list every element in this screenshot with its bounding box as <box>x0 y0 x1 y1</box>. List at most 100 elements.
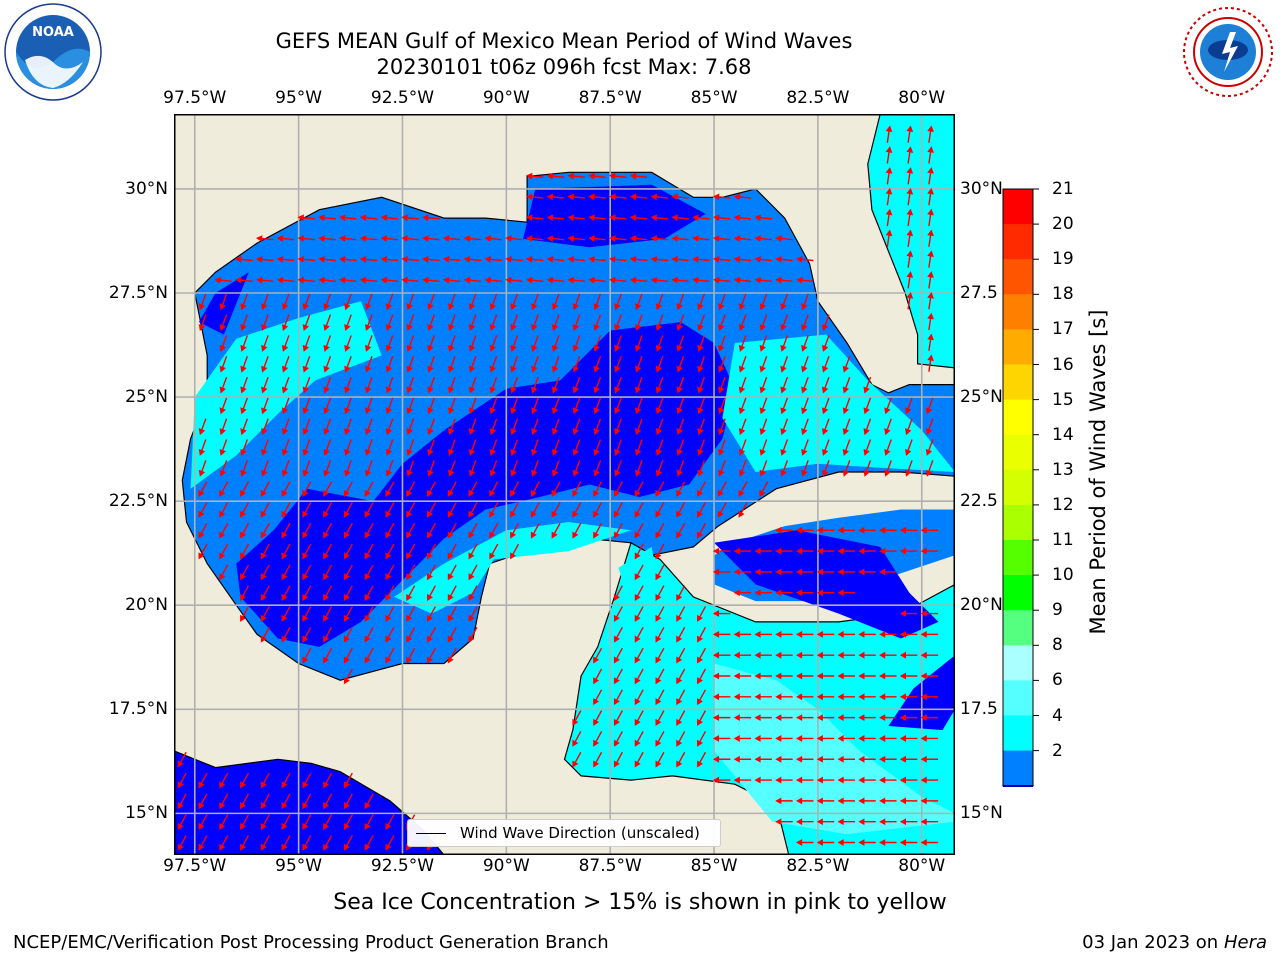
wind-vector-head <box>297 256 304 263</box>
wind-vector-head <box>754 672 761 680</box>
wind-vector-head <box>468 469 476 477</box>
wind-vector-head <box>364 489 371 497</box>
wind-wave-vectors <box>177 125 939 851</box>
wind-vector-head <box>697 469 704 477</box>
wind-vector-head <box>297 276 304 284</box>
wind-vector-head <box>692 214 699 222</box>
colorbar-swatches <box>1002 188 1039 817</box>
wind-vector-head <box>531 324 538 332</box>
wind-vector-head <box>339 235 346 242</box>
wind-vector-head <box>318 276 325 284</box>
wind-vector-head <box>733 672 740 680</box>
wind-vector-head <box>260 573 267 581</box>
wind-vector-head <box>593 739 600 747</box>
wind-vector-head <box>927 187 934 195</box>
wind-vector-head <box>754 714 761 722</box>
wind-vector-head <box>816 589 823 597</box>
wind-vector-head <box>697 428 704 436</box>
wind-vector-head <box>422 235 429 242</box>
wind-vector-head <box>302 365 309 373</box>
wind-vector-head <box>198 531 205 539</box>
wind-vector-head <box>634 344 642 352</box>
wind-vector-head <box>676 531 683 539</box>
wind-vector-head <box>261 428 268 436</box>
wind-vector-head <box>676 469 683 477</box>
wind-vector-head <box>712 714 720 722</box>
wind-vector-head <box>219 448 226 456</box>
wind-vector-head <box>385 552 392 560</box>
deep-blue-region-cuba <box>714 530 939 639</box>
wind-vector-head <box>613 635 620 643</box>
wind-vector-head <box>302 552 309 560</box>
wind-vector-head <box>754 547 761 555</box>
wind-vector-head <box>177 822 184 830</box>
wind-vector-head <box>842 448 850 456</box>
wind-vector-head <box>885 208 893 216</box>
lon-tick-bottom: 82.5°W <box>786 856 850 876</box>
wind-vector-head <box>879 526 886 534</box>
wind-vector-head <box>510 489 517 497</box>
wind-vector-head <box>468 303 476 311</box>
map-frame <box>174 114 955 855</box>
lat-tick-right: 17.5 <box>960 699 998 720</box>
wind-vector-head <box>795 839 803 846</box>
wind-vector-head <box>526 193 533 201</box>
wind-vector-head <box>468 635 475 643</box>
wind-vector-head <box>801 469 808 477</box>
wind-vector-head <box>276 276 284 284</box>
wind-vector-head <box>406 510 413 518</box>
wind-vector-head <box>884 407 891 415</box>
wind-vector-head <box>927 208 934 216</box>
wind-vector-head <box>904 428 912 436</box>
wind-vector-head <box>775 714 782 722</box>
noaa-logo: NOAA <box>3 2 103 102</box>
wind-vector-head <box>780 386 787 394</box>
wind-vector-head <box>343 635 350 643</box>
wind-vector-head <box>775 797 782 805</box>
wind-vector-head <box>505 235 512 242</box>
wind-vector-head <box>906 229 914 237</box>
wind-vector-head <box>712 610 720 617</box>
wind-vector-head <box>712 776 720 784</box>
wind-vector-head <box>323 489 330 497</box>
wind-vector-head <box>551 510 558 518</box>
colorbar-label: 20 <box>1052 214 1074 235</box>
wind-vector-head <box>738 303 746 311</box>
wind-vector-head <box>920 526 927 534</box>
wind-vector-head <box>323 324 330 332</box>
wind-vector-head <box>655 552 662 560</box>
lon-tick-bottom: 85°W <box>690 856 738 876</box>
wind-vector-head <box>406 656 413 664</box>
wind-vector-head <box>863 469 870 477</box>
wind-vector-head <box>261 324 268 332</box>
wind-vector-head <box>858 651 865 659</box>
lon-tick-top: 90°W <box>482 88 530 108</box>
wind-vector-head <box>572 303 580 311</box>
wind-vector-head <box>904 469 912 477</box>
wind-vector-head <box>821 428 829 436</box>
wind-vector-head <box>302 428 309 436</box>
wind-vector-head <box>733 630 740 638</box>
wind-vector-head <box>406 531 413 539</box>
wind-vector-head <box>343 843 350 851</box>
wind-vector-head <box>385 822 392 830</box>
cyan-region-west <box>190 301 382 489</box>
wind-vector-head <box>261 344 268 352</box>
wind-vector-head <box>775 735 782 742</box>
map-legend: Wind Wave Direction (unscaled) <box>407 819 721 847</box>
wind-vector-head <box>885 229 893 237</box>
wind-vector-head <box>920 693 927 701</box>
wind-vector-head <box>364 510 371 518</box>
wind-vector-head <box>177 781 184 789</box>
wind-vector-head <box>323 781 330 789</box>
wind-vector-head <box>858 714 865 722</box>
wind-vector-head <box>858 630 865 638</box>
wind-vector-head <box>906 167 914 174</box>
wind-vector-head <box>385 573 392 581</box>
wind-vector-head <box>463 256 471 263</box>
wind-vector-head <box>795 547 803 555</box>
wind-vector-head <box>323 510 330 518</box>
wind-vector-head <box>406 552 413 560</box>
wind-vector-head <box>526 256 533 263</box>
wind-vector-head <box>364 573 371 581</box>
